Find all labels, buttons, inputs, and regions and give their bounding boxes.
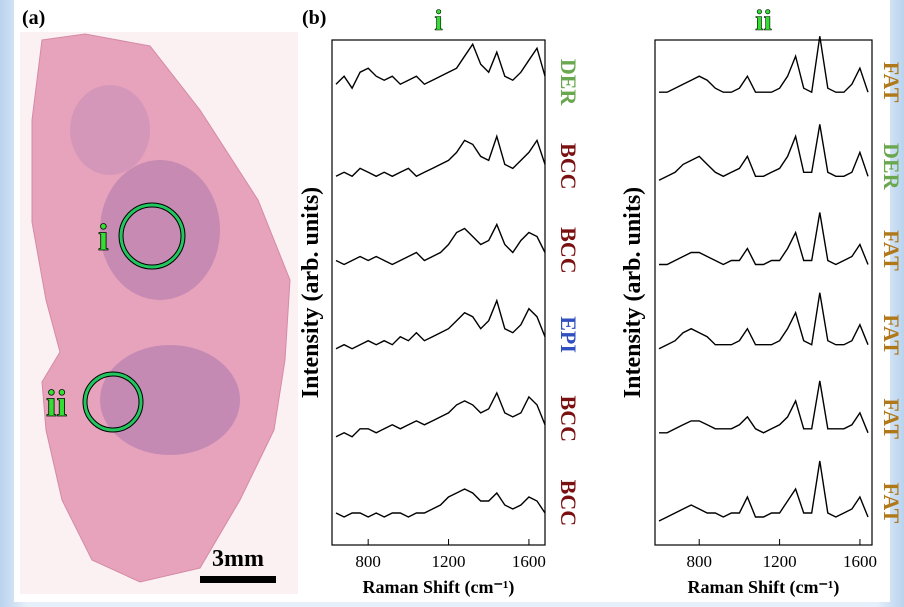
x-tick-label: 800	[355, 552, 381, 571]
x-tick-label: 1600	[512, 552, 546, 571]
region-label: ii	[46, 383, 67, 425]
series-label: FAT	[879, 230, 904, 271]
plot-frame	[331, 39, 546, 546]
chart-title: ii	[755, 4, 772, 37]
spectrum	[335, 298, 546, 350]
scale-bar-label: 3mm	[212, 546, 264, 572]
spectrum	[335, 488, 546, 518]
tissue-region	[100, 345, 240, 455]
y-axis-label: Intensity (arb. units)	[620, 187, 646, 398]
spectrum	[335, 222, 546, 266]
spectrum	[658, 124, 869, 181]
spectrum	[659, 212, 869, 266]
series-label: FAT	[879, 314, 904, 355]
x-tick-label: 1200	[763, 552, 797, 571]
region-label: i	[98, 217, 109, 259]
tissue-region	[100, 160, 220, 300]
series-label: EPI	[556, 316, 581, 353]
x-axis-label: Raman Shift (cm⁻¹)	[363, 577, 515, 598]
spectrum	[335, 391, 546, 438]
x-axis-label: Raman Shift (cm⁻¹)	[688, 577, 840, 598]
spectrum	[335, 134, 546, 178]
spectrum	[659, 380, 869, 434]
series-label: FAT	[879, 398, 904, 439]
x-tick-label: 1200	[432, 552, 466, 571]
series-label: BCC	[556, 396, 581, 442]
y-axis-label: Intensity (arb. units)	[298, 187, 324, 398]
region-circle	[119, 203, 185, 269]
series-label: DER	[879, 143, 904, 191]
plot-frame	[654, 39, 873, 546]
series-label: DER	[556, 59, 581, 107]
spectrum	[335, 42, 546, 90]
x-tick-label: 800	[686, 552, 712, 571]
tissue-region	[70, 85, 150, 175]
spectrum	[659, 36, 869, 94]
spectrum	[658, 460, 869, 522]
series-label: BCC	[556, 143, 581, 189]
scale-bar	[200, 576, 276, 583]
series-label: BCC	[556, 480, 581, 526]
panel-label: (a)	[22, 7, 45, 29]
chart-title: i	[434, 4, 442, 37]
spectrum	[658, 292, 869, 350]
panel-label: (b)	[302, 7, 326, 29]
series-label: BCC	[556, 227, 581, 273]
series-label: FAT	[879, 62, 904, 103]
series-label: FAT	[879, 483, 904, 524]
x-tick-label: 1600	[843, 552, 877, 571]
region-circle	[83, 372, 143, 432]
